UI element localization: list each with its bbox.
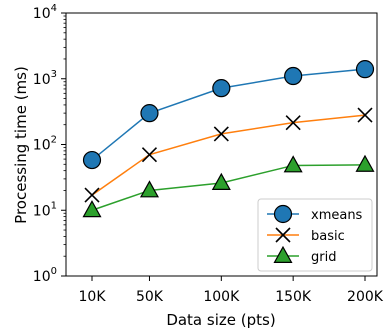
- data-point-x: [84, 187, 100, 203]
- x-axis-label: Data size (pts): [166, 311, 275, 329]
- y-tick-base: 10: [33, 72, 51, 88]
- data-point-circle: [273, 204, 293, 224]
- y-tick-exponent: 1: [51, 200, 57, 211]
- data-point-triangle: [82, 200, 102, 218]
- y-tick-base: 10: [33, 269, 51, 285]
- series-xmeans: [82, 60, 375, 170]
- legend-item-xmeans: xmeans: [267, 204, 363, 224]
- x-marker-stroke: [84, 187, 100, 203]
- y-tick-base: 10: [33, 138, 51, 154]
- data-point-triangle: [283, 155, 303, 173]
- x-tick-label: 100K: [203, 289, 240, 305]
- data-point-circle: [284, 66, 303, 86]
- data-point-x: [141, 147, 158, 163]
- y-tick-exponent: 2: [51, 135, 57, 146]
- legend-label: grid: [311, 250, 336, 265]
- x-marker-stroke: [213, 126, 229, 142]
- legend: xmeans basic grid: [257, 198, 373, 272]
- x-tick-label: 50K: [136, 289, 164, 305]
- legend-label: xmeans: [311, 208, 363, 223]
- data-point-circle: [82, 150, 102, 170]
- x-axis-ticks: 10K 50K 100K 150K 200K: [79, 276, 384, 305]
- y-tick-exponent: 4: [51, 3, 57, 14]
- data-point-x: [285, 115, 301, 131]
- y-axis-label: Processing time (ms): [12, 66, 30, 224]
- plot-frame: [65, 12, 378, 277]
- y-tick-label: 100: [33, 266, 57, 285]
- data-point-x: [213, 126, 229, 142]
- y-tick-label: 101: [33, 200, 57, 219]
- data-point-triangle: [139, 180, 159, 198]
- data-point-triangle: [355, 154, 375, 172]
- legend-item-basic: basic: [267, 227, 345, 244]
- data-point-triangle: [211, 172, 231, 190]
- y-tick-label: 104: [33, 3, 57, 22]
- x-marker-stroke: [357, 107, 373, 123]
- series-grid: [82, 154, 375, 218]
- x-tick-label: 10K: [79, 289, 107, 305]
- data-point-triangle: [273, 245, 293, 263]
- data-point-circle: [212, 79, 231, 98]
- x-marker-stroke: [275, 227, 291, 243]
- x-tick-label: 200K: [347, 289, 384, 305]
- y-tick-base: 10: [33, 6, 51, 22]
- data-point-x: [275, 227, 291, 243]
- legend-item-grid: grid: [267, 245, 336, 265]
- y-tick-exponent: 0: [51, 266, 57, 277]
- y-tick-label: 103: [33, 69, 57, 88]
- data-point-circle: [140, 104, 159, 123]
- x-tick-label: 150K: [275, 289, 312, 305]
- legend-label: basic: [311, 229, 345, 244]
- x-marker-stroke: [141, 147, 158, 163]
- y-tick-label: 102: [33, 135, 57, 154]
- series-basic: [84, 107, 373, 203]
- data-point-circle: [355, 60, 375, 79]
- data-point-x: [357, 107, 373, 123]
- x-marker-stroke: [285, 115, 301, 131]
- y-tick-base: 10: [33, 203, 51, 219]
- series-layer: [82, 60, 375, 218]
- y-tick-exponent: 3: [51, 69, 57, 80]
